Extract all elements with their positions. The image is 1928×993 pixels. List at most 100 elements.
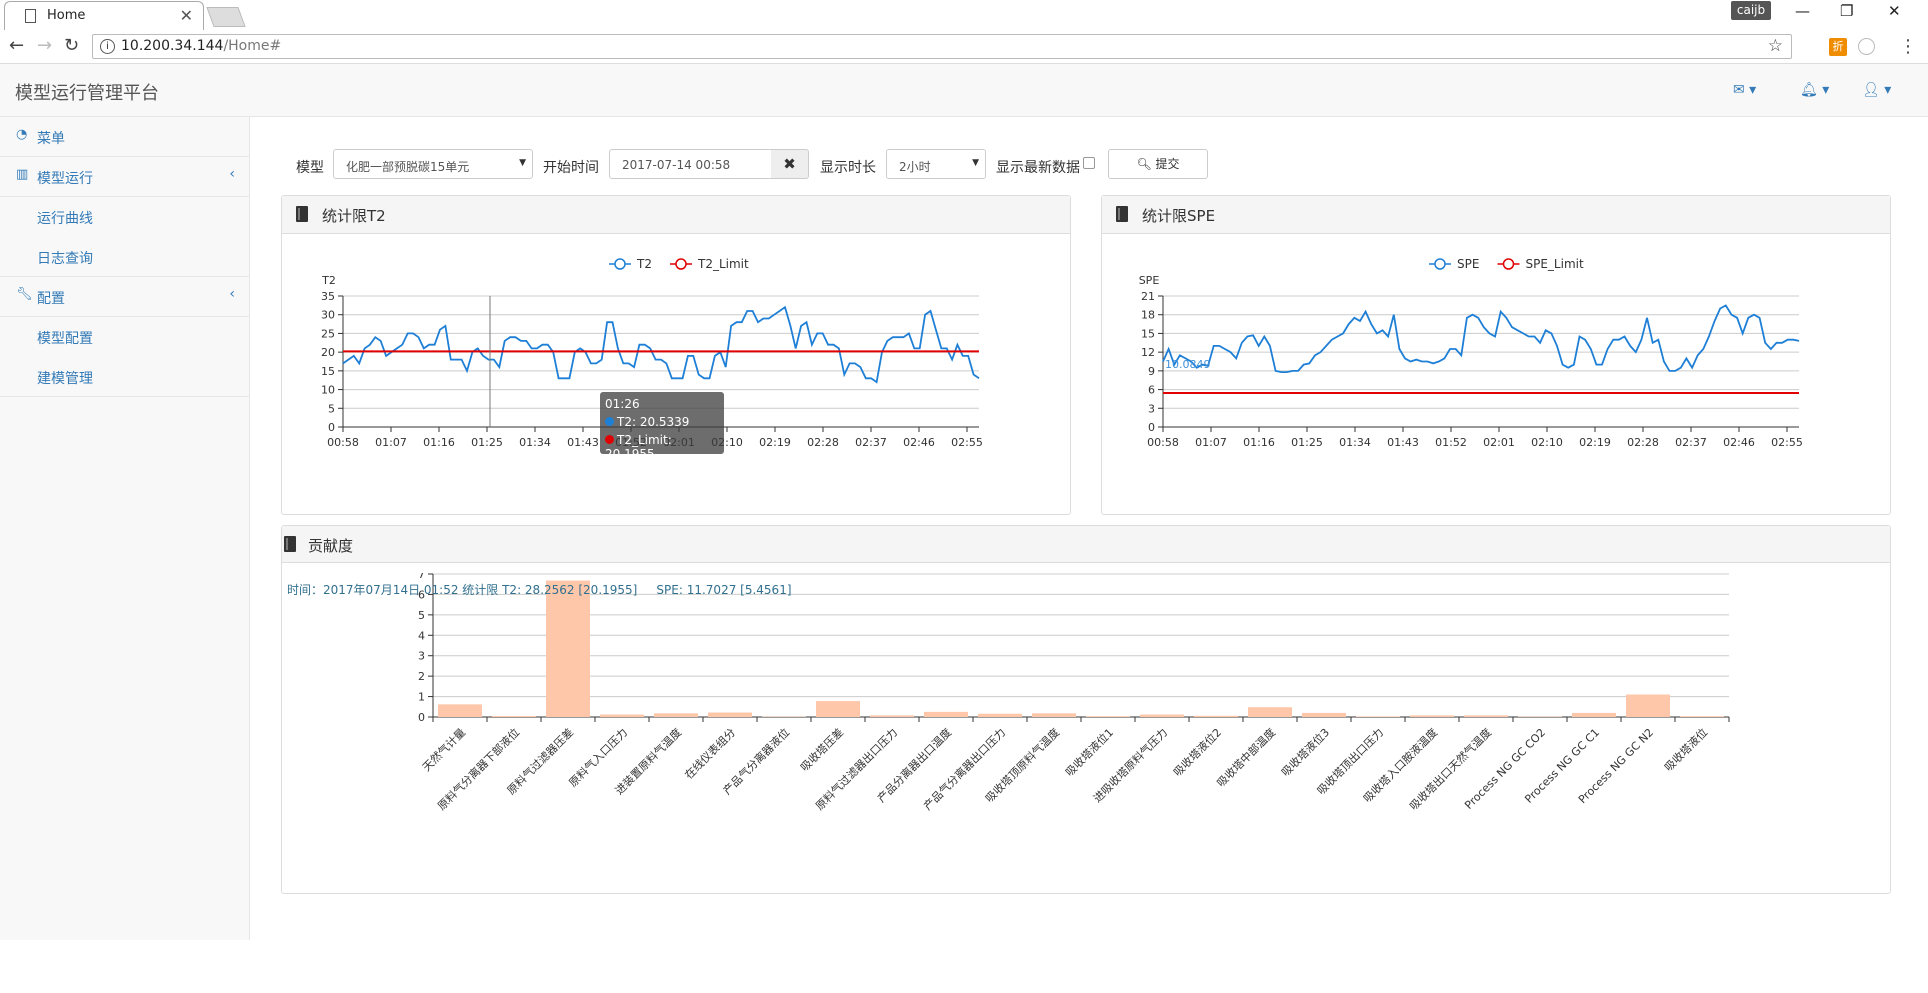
browser-tab[interactable]: Home ✕ — [4, 1, 204, 30]
bar — [924, 711, 968, 717]
legend-label: T2_Limit — [697, 257, 749, 271]
tooltip-t2-row: T2: 20.5339 — [605, 415, 689, 429]
x-tick-label: 01:07 — [1195, 436, 1227, 449]
window-close-icon[interactable]: ✕ — [1888, 2, 1901, 20]
tooltip-t2: T2: 20.5339 — [617, 415, 690, 429]
x-tick-label: 01:07 — [375, 436, 407, 449]
sidebar-item-log-query[interactable]: 日志查询 — [0, 237, 250, 277]
submit-button[interactable]: 🔍︎ 提交 — [1108, 149, 1208, 179]
y-tick-label: 9 — [1148, 365, 1155, 378]
sidebar-item-config[interactable]: 🔧︎ 配置 ‹ — [0, 277, 250, 317]
y-axis-title: SPE — [1139, 274, 1160, 287]
browser-menu-icon[interactable]: ⋮ — [1899, 36, 1917, 57]
restore-icon[interactable]: ❐ — [1840, 2, 1854, 20]
legend-label: SPE — [1457, 257, 1479, 271]
bar — [1140, 714, 1184, 717]
y-tick-label: 7 — [418, 573, 425, 581]
y-tick-label: 21 — [1141, 290, 1155, 303]
y-tick-label: 10 — [321, 384, 335, 397]
bell-icon[interactable]: 🔔︎ ▾ — [1800, 82, 1830, 98]
book-icon — [296, 206, 308, 222]
series-line-spe — [1162, 304, 1800, 374]
sidebar-item-model-build[interactable]: 建模管理 — [0, 357, 250, 397]
sidebar-item-run-curve[interactable]: 运行曲线 — [0, 197, 250, 237]
t2-panel: 统计限T2 T2 T2_Limit T2 0 5 10 15 20 25 30 35 00:58 01:… — [281, 195, 1071, 515]
sidebar-item-model-run[interactable]: ▥ 模型运行 ‹ — [0, 157, 250, 197]
bar — [1032, 713, 1076, 717]
y-tick-label: 15 — [1141, 327, 1155, 340]
model-select-value: 化肥一部预脱碳15单元 — [346, 160, 470, 174]
start-time-value: 2017-07-14 00:58 — [622, 158, 731, 172]
y-tick-label: 6 — [1148, 384, 1155, 397]
t2-chart[interactable]: T2 T2_Limit T2 0 5 10 15 20 25 30 35 00:58 01:07 01:1… — [282, 234, 1070, 514]
y-tick-label: 0 — [418, 711, 425, 724]
bar — [870, 715, 914, 717]
close-tab-icon[interactable]: ✕ — [179, 6, 193, 25]
minimize-icon[interactable]: — — [1795, 2, 1810, 20]
y-tick-label: 20 — [321, 346, 335, 359]
extension-icon[interactable]: 折 — [1829, 38, 1847, 56]
app-brand[interactable]: 模型运行管理平台 — [15, 83, 159, 104]
y-axis-title: T2 — [321, 274, 336, 287]
book-icon — [1116, 206, 1128, 222]
model-select[interactable]: 化肥一部预脱碳15单元 ▼ — [333, 149, 533, 179]
bookmark-star-icon[interactable]: ☆ — [1767, 36, 1783, 56]
x-tick-label: 01:16 — [423, 436, 455, 449]
bar — [1248, 707, 1292, 717]
x-tick-label: 在线仪表组分 — [682, 725, 739, 782]
url-text: 10.200.34.144/Home# — [121, 38, 281, 54]
x-tick-label: 吸收塔液位3 — [1278, 725, 1332, 779]
model-label: 模型 — [296, 160, 324, 176]
chevron-left-icon: ‹ — [229, 286, 235, 302]
tab-title: Home — [47, 8, 86, 23]
forward-icon[interactable]: → — [37, 35, 53, 56]
bar — [1572, 712, 1616, 717]
bar — [1194, 715, 1238, 717]
sidebar-item-menu[interactable]: ◔ 菜单 — [0, 117, 250, 157]
bar — [1410, 715, 1454, 717]
x-tick-label: 02:28 — [1627, 436, 1659, 449]
contribution-panel: 贡献度 0 1 2 3 4 5 6 7 天然气计量 原料气分离器下部液位 原料气过滤器压差 原料气入口… — [281, 525, 1891, 894]
bar — [546, 580, 590, 717]
x-tick-label: 02:01 — [1483, 436, 1515, 449]
x-tick-label: 02:37 — [1675, 436, 1707, 449]
envelope-icon[interactable]: ✉ ▾ — [1733, 82, 1757, 98]
new-tab-button[interactable] — [206, 7, 246, 27]
spe-panel-title: 统计限SPE — [1142, 207, 1216, 225]
legend-label: SPE_Limit — [1526, 257, 1584, 271]
caret-down-icon: ▼ — [519, 158, 526, 168]
info-icon[interactable]: i — [100, 39, 115, 54]
sidebar-item-label: 模型运行 — [37, 171, 93, 187]
x-tick-label: 01:25 — [1291, 436, 1323, 449]
bar — [600, 714, 644, 717]
bar — [1302, 712, 1346, 717]
sidebar: ◔ 菜单 ▥ 模型运行 ‹ 运行曲线 日志查询 🔧︎ 配置 ‹ 模型配置 建模管… — [0, 117, 250, 940]
latest-data-checkbox[interactable] — [1083, 157, 1095, 169]
start-time-label: 开始时间 — [543, 160, 599, 176]
spe-chart[interactable]: SPE SPE_Limit SPE 0 3 6 9 12 15 18 21 00:58 01:07 01:… — [1102, 234, 1890, 514]
series-dot — [605, 417, 614, 426]
user-icon[interactable]: 👤︎ ▾ — [1862, 82, 1892, 98]
duration-select[interactable]: 2小时 ▼ — [886, 149, 986, 179]
start-time-input[interactable]: 2017-07-14 00:58 — [609, 149, 772, 179]
x-tick-label: 02:19 — [1579, 436, 1611, 449]
sidebar-item-model-config[interactable]: 模型配置 — [0, 317, 250, 357]
back-icon[interactable]: ← — [9, 35, 25, 56]
latest-data-label: 显示最新数据 — [996, 160, 1080, 176]
y-tick-label: 5 — [418, 609, 425, 622]
reload-icon[interactable]: ↻ — [64, 35, 80, 56]
y-tick-label: 6 — [418, 588, 425, 601]
contribution-chart[interactable]: 01234567天然气计量原料气分离器下部液位原料气过滤器压差原料气入口压力进装… — [282, 573, 1890, 893]
x-tick-label: 天然气计量 — [419, 725, 468, 774]
url-input[interactable]: i 10.200.34.144/Home# ☆ — [92, 34, 1792, 59]
bar — [1464, 715, 1508, 717]
legend-marker — [1434, 258, 1446, 270]
y-tick-label: 18 — [1141, 309, 1155, 322]
clear-time-button[interactable]: ✖ — [771, 149, 809, 179]
window-user-badge[interactable]: caijb — [1731, 1, 1771, 20]
x-tick-label: 02:10 — [1531, 436, 1563, 449]
x-tick-label: 02:55 — [951, 436, 983, 449]
x-tick-label: 01:43 — [1387, 436, 1419, 449]
extension-circle-icon[interactable] — [1858, 38, 1875, 55]
spe-panel: 统计限SPE SPE SPE_Limit SPE 0 3 6 9 12 15 18 21 00:58 0… — [1101, 195, 1891, 515]
